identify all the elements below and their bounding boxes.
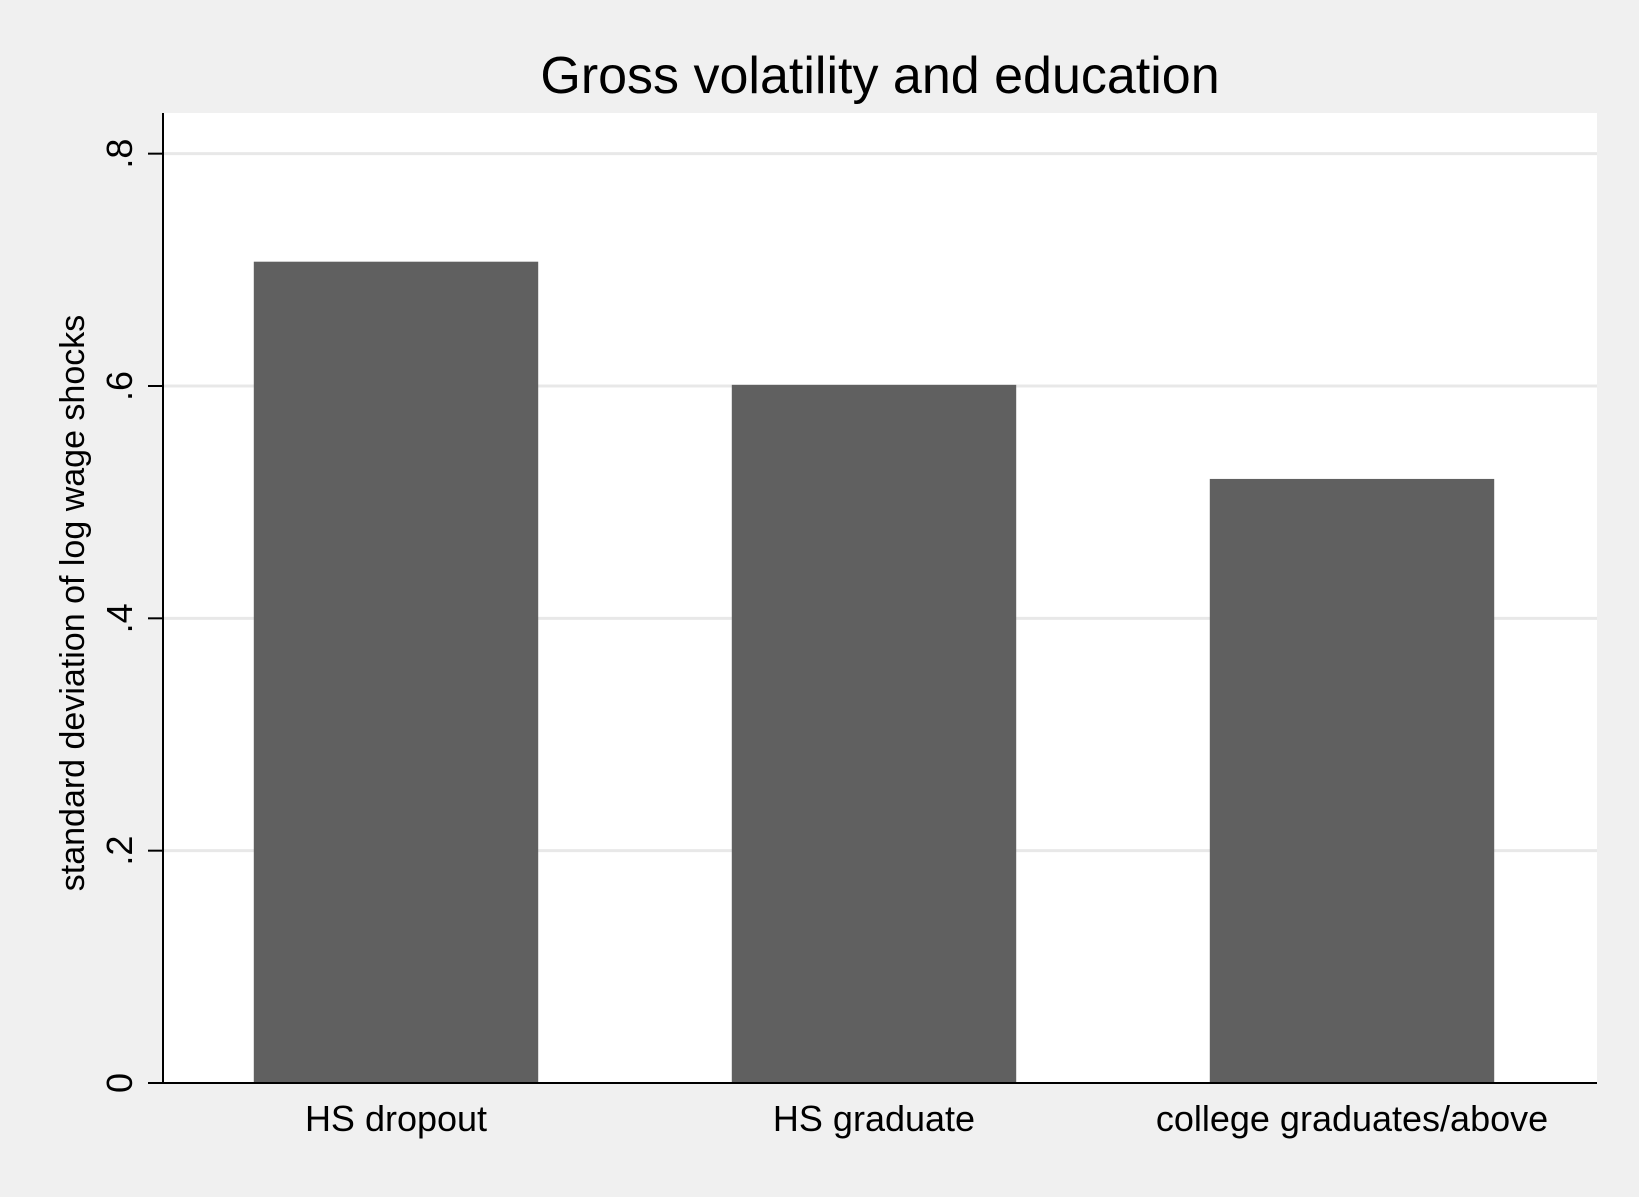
- y-ticks: 0 .2 .4 .6 .8: [99, 139, 163, 1093]
- y-tick-label: .4: [99, 603, 140, 633]
- axes: [162, 113, 1597, 1084]
- bar-college-graduates-above: [1209, 478, 1495, 1084]
- y-tick-label: .8: [99, 139, 140, 169]
- y-axis-title: standard deviation of log wage shocks: [54, 315, 92, 891]
- y-tick-label: 0: [99, 1073, 140, 1093]
- bars: [253, 261, 1495, 1084]
- y-tick-label: .2: [99, 836, 140, 866]
- x-tick-label: college graduates/above: [1156, 1098, 1548, 1139]
- y-tick-label: .6: [99, 371, 140, 401]
- bar-hs-graduate: [731, 384, 1017, 1083]
- x-tick-label: HS graduate: [773, 1098, 975, 1139]
- x-ticks: HS dropout HS graduate college graduates/a…: [305, 1098, 1548, 1139]
- chart-title: Gross volatility and education: [540, 47, 1219, 105]
- bar-hs-dropout: [253, 261, 539, 1084]
- x-tick-label: HS dropout: [305, 1098, 487, 1139]
